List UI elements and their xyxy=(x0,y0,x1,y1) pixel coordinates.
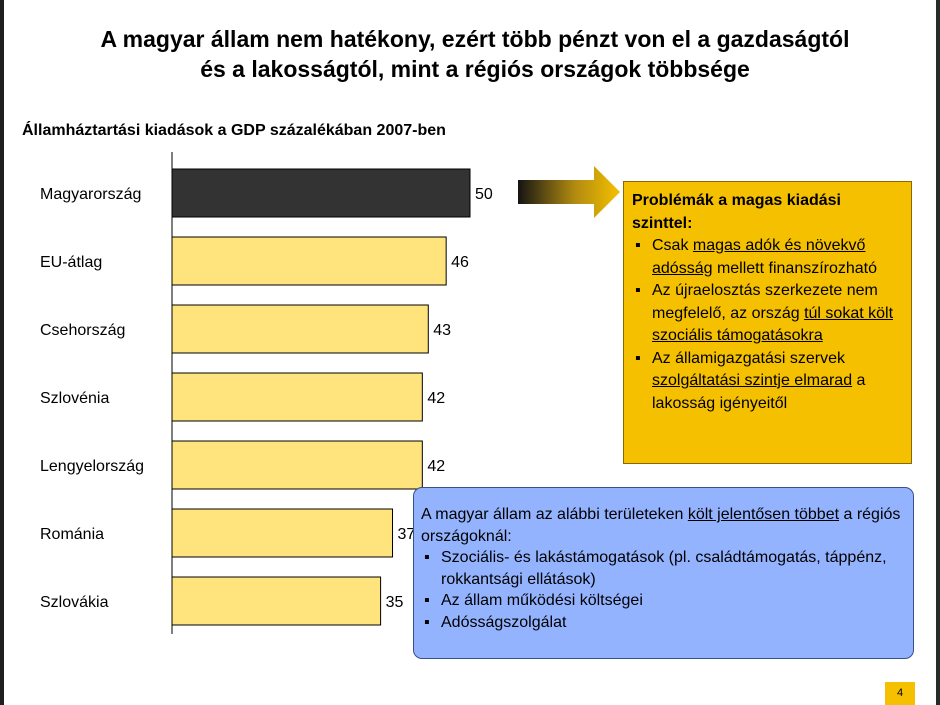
text-segment: mellett finanszírozható xyxy=(712,259,878,277)
data-label: 42 xyxy=(427,390,445,407)
data-label: 46 xyxy=(451,254,469,271)
spending-areas-list: Szociális- és lakástámogatások (pl. csal… xyxy=(421,547,907,633)
data-label: 37 xyxy=(398,526,416,543)
slide-title-line-1: A magyar állam nem hatékony, ezért több … xyxy=(100,26,850,52)
slide-title: A magyar állam nem hatékony, ezért több … xyxy=(40,24,910,84)
bar-2 xyxy=(171,236,447,286)
bar-7 xyxy=(171,576,382,626)
category-label: Csehország xyxy=(40,322,125,339)
bar-5 xyxy=(171,440,423,490)
text-segment: Az államigazgatási szervek xyxy=(652,349,845,367)
text-segment: a lakosság igényeitől xyxy=(652,372,866,412)
page-number: 4 xyxy=(885,682,915,705)
underlined-text: szolgáltatási szintje elmarad xyxy=(652,372,853,389)
chart-title: Államháztartási kiadások a GDP százaléká… xyxy=(22,122,446,139)
data-label: 42 xyxy=(427,458,445,475)
category-label: Lengyelország xyxy=(40,458,144,475)
arrow-icon xyxy=(518,166,620,218)
underlined-text: költ jelentősen többet xyxy=(687,506,840,523)
data-label: 35 xyxy=(386,594,404,611)
right-edge-bar xyxy=(936,0,940,705)
category-label: EU-átlag xyxy=(40,254,102,271)
problems-list: Csak magas adók és növekvő adósság melle… xyxy=(632,235,903,415)
underlined-text: magas adók és növekvő adósság xyxy=(652,237,866,277)
text-segment: Az újraelosztás szerkezete nem megfelelő… xyxy=(652,282,878,322)
spending-areas-intro: A magyar állam az alábbi területeken köl… xyxy=(421,504,907,547)
text-segment: a régiós országoknál: xyxy=(421,506,901,545)
data-label: 50 xyxy=(475,186,493,203)
bar-1 xyxy=(171,168,471,218)
spending-area-item: Adósságszolgálat xyxy=(421,612,907,634)
bar-6 xyxy=(171,508,394,558)
left-edge-bar xyxy=(0,0,4,705)
text-segment: A magyar állam az alábbi területeken xyxy=(421,506,688,523)
data-label: 43 xyxy=(433,322,451,339)
underlined-text: túl sokat költ szociális támogatásokra xyxy=(652,304,894,345)
text-segment: Csak xyxy=(652,237,693,254)
bar-chart: Magyarország 50 EU-átlag 46 Csehország 43 Szlo… xyxy=(40,152,493,634)
spending-areas-box: A magyar állam az alábbi területeken köl… xyxy=(413,487,914,659)
spending-area-item: Az állam működési költségei xyxy=(421,590,907,612)
spending-area-item: Szociális- és lakástámogatások (pl. csal… xyxy=(421,547,907,590)
category-label: Szlovákia xyxy=(40,594,109,611)
problem-item: Az államigazgatási szervek szolgáltatási… xyxy=(632,348,903,416)
bar-4 xyxy=(171,372,423,422)
bar-3 xyxy=(171,304,429,354)
problem-item: Csak magas adók és növekvő adósság melle… xyxy=(632,235,903,280)
problems-box: Problémák a magas kiadási szinttel: Csak… xyxy=(623,181,912,464)
slide-title-line-2: és a lakosságtól, mint a régiós országok… xyxy=(200,56,750,82)
problem-item: Az újraelosztás szerkezete nem megfelelő… xyxy=(632,280,903,348)
category-label: Magyarország xyxy=(40,186,141,203)
category-label: Szlovénia xyxy=(40,390,109,407)
category-label: Románia xyxy=(40,526,104,543)
problems-heading: Problémák a magas kiadási szinttel: xyxy=(632,192,841,232)
